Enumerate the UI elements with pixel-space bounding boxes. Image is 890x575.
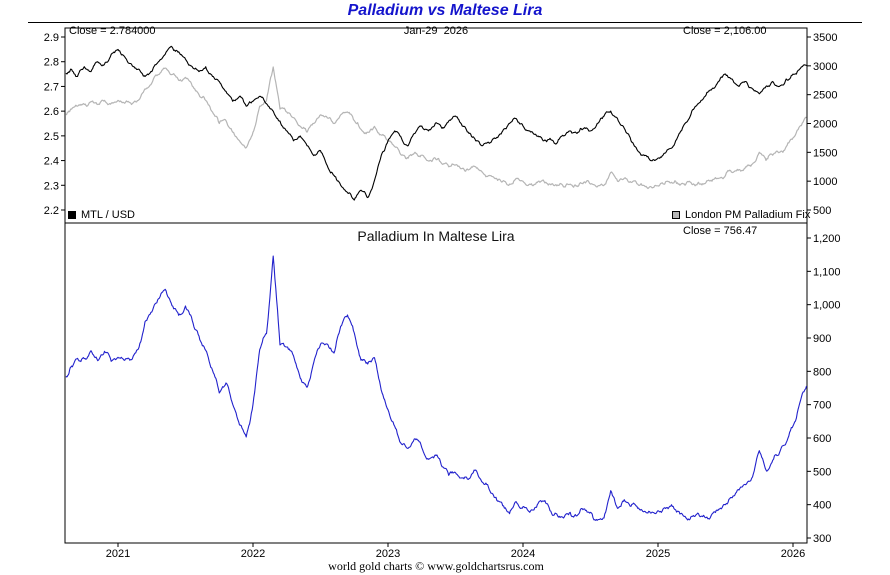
series-line-0-panel-1: [65, 255, 808, 521]
y-tick-label: 1,200: [813, 233, 841, 245]
y-tick-label: 500: [813, 205, 831, 217]
y-tick-label: 400: [813, 500, 831, 512]
y-tick-label: 3000: [813, 61, 837, 73]
y-tick-label: 2.9: [44, 32, 59, 44]
y-tick-label: 2000: [813, 119, 837, 131]
x-tick-label: 2022: [241, 548, 265, 560]
y-tick-label: 2.2: [44, 205, 59, 217]
y-tick-label: 300: [813, 533, 831, 545]
y-tick-label: 2.6: [44, 106, 59, 118]
y-tick-label: 600: [813, 433, 831, 445]
y-tick-label: 2.3: [44, 180, 59, 192]
palladium-fix-swatch-icon: [672, 211, 680, 219]
y-tick-label: 2.8: [44, 57, 59, 69]
bottom-close-label: Close = 756.47: [683, 225, 758, 237]
x-tick-label: 2023: [376, 548, 400, 560]
bottom-panel-title: Palladium In Maltese Lira: [357, 228, 515, 244]
legend-palladium-fix: London PM Palladium Fix: [672, 209, 810, 221]
title-divider: [28, 22, 862, 23]
x-tick-label: 2024: [511, 548, 535, 560]
y-tick-label: 3500: [813, 32, 837, 44]
x-tick-label: 2025: [646, 548, 670, 560]
y-tick-label: 1,100: [813, 266, 841, 278]
mtl-usd-swatch-icon: [68, 211, 76, 219]
y-tick-label: 800: [813, 366, 831, 378]
x-tick-label: 2026: [781, 548, 805, 560]
y-tick-label: 900: [813, 333, 831, 345]
y-tick-label: 2500: [813, 90, 837, 102]
y-tick-label: 1,000: [813, 300, 841, 312]
y-tick-label: 2.4: [44, 156, 59, 168]
top-close-palladium-label: Close = 2,106.00: [683, 25, 767, 37]
y-tick-label: 1500: [813, 147, 837, 159]
panel-frame-1: [64, 222, 808, 544]
panel-frame-0: [64, 27, 808, 224]
top-date-label: Jan-29 2026: [403, 25, 469, 37]
x-tick-label: 2021: [106, 548, 130, 560]
y-tick-label: 1000: [813, 176, 837, 188]
legend-mtl-usd: MTL / USD: [68, 209, 135, 221]
top-close-mtl-label: Close = 2.784000: [69, 25, 156, 37]
series-line-1-panel-0: [65, 45, 807, 201]
footer-credit: world gold charts © www.goldchartsrus.co…: [328, 559, 544, 573]
series-line-0-panel-0: [65, 66, 807, 190]
y-tick-label: 2.5: [44, 131, 59, 143]
y-tick-label: 500: [813, 466, 831, 478]
y-tick-label: 700: [813, 400, 831, 412]
legend-palladium-fix-label: London PM Palladium Fix: [685, 209, 811, 221]
page-title: Palladium vs Maltese Lira: [347, 2, 543, 19]
legend-mtl-usd-label: MTL / USD: [81, 209, 135, 221]
y-tick-label: 2.7: [44, 81, 59, 93]
